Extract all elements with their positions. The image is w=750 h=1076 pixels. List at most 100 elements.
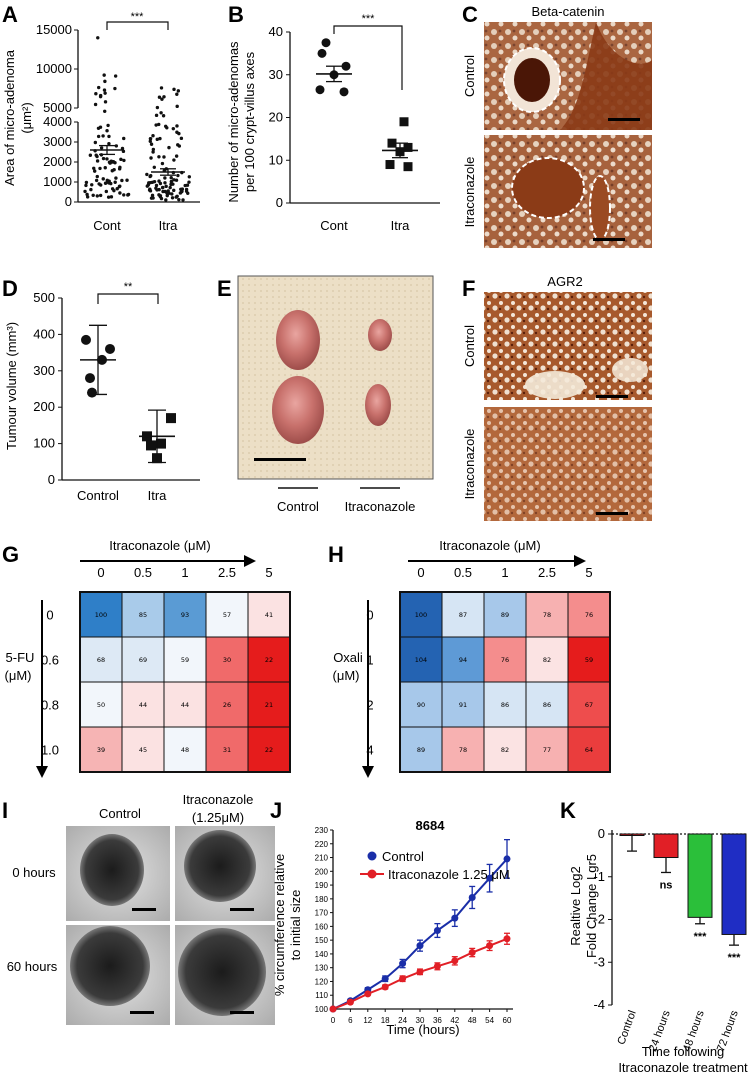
chart-g-cell-value: 26 <box>223 701 231 709</box>
chart-a-point <box>163 176 167 180</box>
chart-b-point-cont <box>341 61 351 71</box>
chart-a-point <box>97 182 101 186</box>
chart-g-cell <box>79 681 123 728</box>
chart-j-title: 8684 <box>416 818 446 833</box>
chart-a-point <box>179 136 184 141</box>
chart-g-cell-value: 22 <box>265 656 273 664</box>
panel-c-row-control: Control <box>462 55 477 97</box>
chart-j-point-1 <box>364 990 372 998</box>
chart-d-point-itra <box>156 438 166 449</box>
chart-j-point-0 <box>416 942 424 950</box>
chart-a-point <box>177 144 182 148</box>
panel-e-label-control: Control <box>277 499 319 514</box>
chart-j-ylabel-1: % circumference relative <box>272 854 287 996</box>
chart-a-point <box>114 176 118 180</box>
chart-g-col-label: 0 <box>97 565 104 580</box>
chart-d: Tumour volume (mm³) 0 100 200 300 400 500 Con… <box>4 281 200 503</box>
chart-d-ytick-label: 400 <box>33 326 55 341</box>
panel-e-label-itraconazole: Itraconazole <box>345 499 416 514</box>
chart-d-point-control <box>85 373 95 384</box>
chart-a-point <box>154 113 159 118</box>
chart-h-col-label: 5 <box>585 565 592 580</box>
chart-a-point <box>110 187 115 191</box>
panel-f-images: AGR2 Control Itraconazole <box>462 274 652 521</box>
chart-g-cell <box>205 636 249 683</box>
chart-a-point <box>94 92 98 96</box>
chart-j-ytick-label: 200 <box>315 867 329 876</box>
chart-g-cells: 0 0.5 1 2.5 50 100 85 93 57 410.6 68 69 59 30 220.8 50 4… <box>41 565 291 773</box>
chart-a-point <box>145 184 149 188</box>
chart-h-cell-value: 89 <box>417 746 425 754</box>
chart-j-point-1 <box>416 968 424 976</box>
chart-a-point <box>85 195 90 199</box>
chart-j-point-1 <box>399 975 407 983</box>
chart-j-ytick-label: 150 <box>315 936 329 945</box>
chart-h-cell <box>567 726 611 773</box>
chart-j-point-0 <box>468 893 476 901</box>
chart-h-cell-value: 67 <box>585 701 593 709</box>
panel-i-col-control: Control <box>99 806 141 821</box>
chart-a-point <box>109 195 114 199</box>
chart-a-point <box>151 150 155 154</box>
chart-a-point <box>155 105 160 110</box>
chart-k-ytick-label: -1 <box>593 869 605 884</box>
chart-a-point <box>84 180 89 185</box>
chart-h-cell-value: 86 <box>543 701 551 709</box>
chart-a-point <box>171 126 176 131</box>
chart-j-point-1 <box>381 983 389 991</box>
chart-a-point <box>164 198 168 202</box>
chart-b-xtick-cont: Cont <box>320 218 348 233</box>
chart-b-xtick-itra: Itra <box>391 218 411 233</box>
chart-a-point <box>125 178 129 182</box>
chart-a-point <box>175 104 179 109</box>
panel-e-image <box>237 275 434 480</box>
chart-d-ylabel: Tumour volume (mm³) <box>4 322 19 450</box>
chart-k-annotation: *** <box>694 931 708 943</box>
chart-a-point <box>176 173 180 178</box>
chart-g-col-label: 5 <box>265 565 272 580</box>
panel-letter-k: K <box>560 798 576 823</box>
chart-a-point <box>159 86 164 90</box>
panel-letter-a: A <box>2 2 18 27</box>
chart-a-ylabel-2: (μm²) <box>19 102 34 133</box>
chart-a-point <box>105 129 109 133</box>
chart-g-cell-value: 44 <box>139 701 147 709</box>
chart-a-point <box>145 172 149 177</box>
chart-a-ylabel-1: Area of micro-adenoma <box>2 49 17 186</box>
chart-a-point <box>157 122 161 127</box>
chart-b-axes: 0 10 20 30 40 <box>269 24 440 210</box>
chart-h-cell-value: 82 <box>543 656 551 664</box>
chart-a-point <box>165 190 170 194</box>
chart-b-ytick-label: 0 <box>276 195 283 210</box>
chart-h-cell-value: 104 <box>415 656 427 664</box>
chart-a-point <box>122 136 126 141</box>
chart-j-xtick-label: 30 <box>416 1016 425 1025</box>
chart-g-col-label: 1 <box>181 565 188 580</box>
chart-h-cell-value: 64 <box>585 746 593 754</box>
chart-g-cell-value: 48 <box>181 746 189 754</box>
chart-h-cell-value: 78 <box>543 611 551 619</box>
chart-j-xlabel: Time (hours) <box>386 1022 459 1037</box>
chart-b-point-cont <box>317 48 327 58</box>
chart-a-point <box>95 194 100 198</box>
chart-b-point-cont <box>321 38 331 48</box>
chart-d-points <box>80 324 176 464</box>
chart-k-bar <box>687 833 713 918</box>
chart-a-point <box>102 73 106 77</box>
chart-k-annotation: *** <box>728 952 742 964</box>
chart-b-point-itra <box>399 117 409 127</box>
chart-g-cell-value: 30 <box>223 656 231 664</box>
chart-g-cell-value: 85 <box>139 611 147 619</box>
chart-d-ytick-label: 100 <box>33 436 55 451</box>
chart-g-cell <box>121 591 165 638</box>
chart-a-point <box>122 158 126 163</box>
chart-a-point <box>83 189 87 194</box>
chart-a-point <box>92 166 96 170</box>
chart-j-xtick-label: 12 <box>363 1016 372 1025</box>
chart-a-point <box>147 181 151 185</box>
chart-j-ytick-label: 140 <box>315 950 329 959</box>
chart-h-border <box>399 591 611 773</box>
